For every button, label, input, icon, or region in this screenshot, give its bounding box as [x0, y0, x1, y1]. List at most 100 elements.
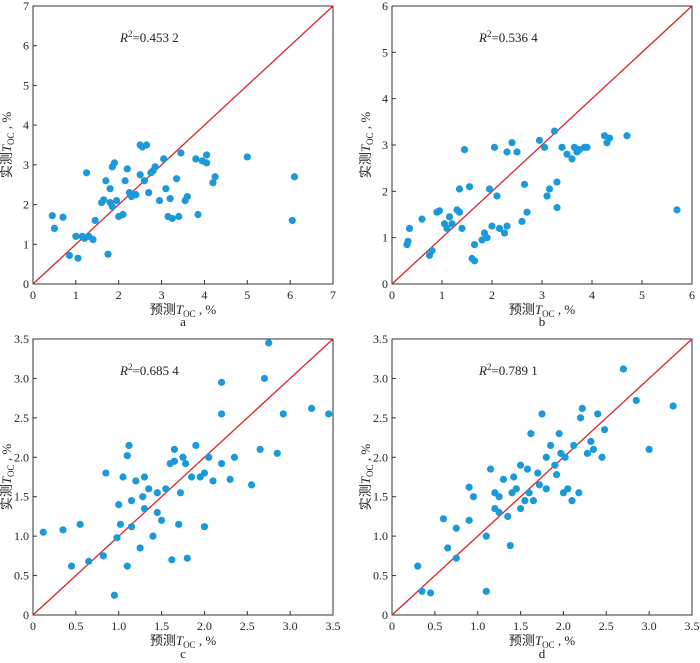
data-point — [211, 173, 219, 181]
data-point — [119, 473, 127, 481]
data-point — [558, 143, 566, 151]
x-tick-label: 1.5 — [154, 619, 169, 633]
data-point — [181, 459, 190, 468]
y-tick-label: 1.0 — [373, 529, 388, 543]
data-point — [512, 485, 520, 493]
data-point — [546, 441, 555, 450]
data-point — [142, 141, 151, 149]
data-point — [127, 497, 136, 505]
data-point — [39, 528, 47, 536]
data-point — [535, 481, 544, 489]
data-point — [74, 254, 82, 262]
plot-frame — [32, 338, 334, 616]
y-tick-label: 0.5 — [14, 569, 29, 583]
x-tick-label: 1 — [439, 288, 445, 302]
y-tick-label: 0 — [23, 277, 29, 291]
data-point — [564, 485, 572, 493]
data-point — [426, 589, 435, 597]
data-point — [485, 185, 494, 193]
y-tick-label: 6 — [23, 39, 29, 53]
data-point — [170, 457, 179, 465]
reference-line — [32, 338, 334, 616]
data-point — [538, 410, 546, 418]
x-tick-label: 6 — [689, 288, 695, 302]
data-point — [110, 159, 119, 167]
data-point — [127, 523, 136, 531]
r-squared-annotation: R2=0.685 4 — [119, 362, 179, 378]
data-point — [545, 185, 554, 193]
data-point — [132, 191, 140, 199]
x-tick-label: 3.0 — [642, 619, 657, 633]
plot-frame — [32, 5, 334, 285]
data-point — [145, 189, 153, 197]
data-point — [162, 485, 170, 493]
data-point — [108, 202, 116, 211]
data-point — [418, 215, 426, 223]
data-point — [673, 206, 681, 214]
r-squared-annotation: R2=0.536 4 — [478, 29, 538, 45]
data-point — [619, 365, 628, 373]
r-squared-annotation: R2=0.789 1 — [478, 362, 538, 378]
data-point — [192, 155, 200, 163]
data-point — [448, 220, 456, 228]
data-point — [482, 587, 490, 595]
y-tick-label: 0 — [382, 608, 388, 622]
data-point — [116, 520, 125, 528]
x-tick-label: 1.5 — [513, 619, 528, 633]
data-point — [495, 493, 503, 501]
y-tick-label: 2.0 — [373, 450, 388, 464]
data-point — [325, 410, 333, 418]
data-point — [89, 235, 97, 244]
y-tick-label: 7 — [23, 0, 29, 13]
data-point — [525, 489, 533, 497]
data-point — [209, 477, 217, 485]
data-point — [202, 159, 211, 167]
data-point — [183, 193, 191, 201]
y-tick-label: 6 — [382, 0, 388, 13]
data-point — [91, 216, 99, 225]
data-point — [247, 481, 256, 489]
data-point — [85, 557, 93, 565]
data-point — [550, 127, 559, 135]
panel-label: b — [539, 314, 546, 329]
data-point — [132, 477, 140, 485]
data-point — [183, 554, 191, 562]
y-tick-label: 4 — [23, 118, 29, 132]
data-point — [540, 143, 549, 151]
x-tick-label: 3 — [539, 288, 545, 302]
data-point — [106, 185, 114, 193]
y-tick-label: 2 — [382, 184, 388, 198]
data-point — [553, 178, 561, 186]
data-point — [404, 237, 412, 245]
data-point — [113, 534, 121, 542]
data-point — [523, 465, 532, 473]
reference-line — [391, 338, 693, 616]
data-point — [555, 430, 563, 438]
x-tick-label: 0 — [389, 619, 395, 633]
data-point — [598, 453, 606, 461]
data-point — [583, 449, 592, 457]
data-point — [583, 143, 591, 151]
data-point — [139, 493, 147, 501]
data-point — [452, 524, 460, 532]
y-axis-label: 实测TOC , % — [0, 444, 16, 511]
data-point — [482, 532, 490, 540]
data-point — [123, 165, 131, 173]
x-tick-label: 1 — [73, 288, 79, 302]
chart-panel-a: 0 1 2 3 4 5 6 7 0 1 2 3 4 5 6 7 R2=0.453 2 预测TOC , % 实测TOC… — [0, 0, 336, 329]
data-point — [166, 195, 174, 203]
data-point — [605, 134, 614, 142]
data-point — [503, 148, 511, 156]
data-point — [104, 250, 112, 258]
data-point — [570, 441, 578, 450]
chart-panel-c: 0 0.5 1.0 1.5 2.0 2.5 3.0 3.5 0 0.5 1.0 1.5 2.0 2.5 3.… — [0, 332, 341, 661]
data-point — [279, 410, 287, 418]
data-point — [428, 247, 436, 255]
y-tick-label: 2.0 — [14, 450, 29, 464]
data-point — [504, 512, 512, 521]
data-point — [59, 526, 67, 534]
x-tick-label: 5 — [244, 288, 250, 302]
data-point — [50, 224, 59, 232]
data-point — [125, 441, 133, 450]
data-point — [669, 402, 677, 410]
